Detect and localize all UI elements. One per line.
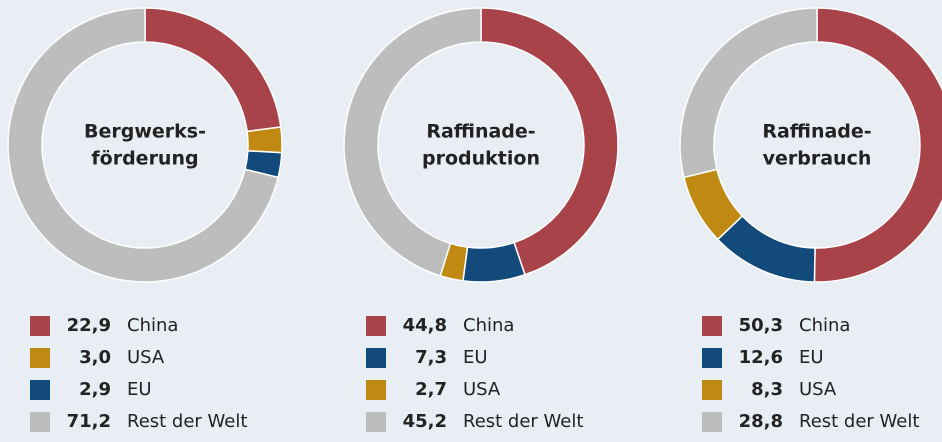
donut-segment (7, 7, 280, 283)
value-label: 45,2 (403, 411, 447, 432)
value-label: 8,3 (751, 379, 783, 400)
legend-label: China (463, 315, 514, 336)
legend-swatch (30, 316, 50, 336)
donut-segment (144, 7, 282, 133)
legend-label: USA (463, 379, 501, 400)
value-label: 71,2 (67, 411, 111, 432)
donut-segment (813, 7, 942, 283)
legend-swatch (30, 348, 50, 368)
legend-label: Rest der Welt (463, 411, 583, 432)
legend-swatch (366, 316, 386, 336)
donut-segment (343, 7, 482, 277)
legend-label: Rest der Welt (127, 411, 247, 432)
legend-swatch (702, 412, 722, 432)
legend-swatch (702, 380, 722, 400)
chart-title: förderung (91, 148, 198, 170)
legend-swatch (30, 412, 50, 432)
value-label: 28,8 (739, 411, 783, 432)
legend-swatch (366, 348, 386, 368)
legend-swatch (702, 348, 722, 368)
legend-label: China (127, 315, 178, 336)
legend-swatch (366, 412, 386, 432)
value-label: 12,6 (739, 347, 783, 368)
donut-segment (679, 7, 818, 179)
value-label: 7,3 (415, 347, 447, 368)
legend-label: EU (799, 347, 824, 368)
legend-label: USA (127, 347, 165, 368)
legend-swatch (702, 316, 722, 336)
value-label: 3,0 (79, 347, 111, 368)
legend-swatch (366, 380, 386, 400)
chart-title: Bergwerks- (84, 121, 206, 143)
chart-title: Raffinade- (762, 121, 871, 143)
legend-label: USA (799, 379, 837, 400)
chart-title: verbrauch (763, 148, 872, 170)
donut-segment (246, 126, 283, 154)
value-label: 22,9 (67, 315, 111, 336)
legend-label: EU (463, 347, 488, 368)
legend-label: EU (127, 379, 152, 400)
legend-swatch (30, 380, 50, 400)
value-label: 50,3 (739, 315, 783, 336)
chart-title: Raffinade- (426, 121, 535, 143)
donut-segment (462, 241, 526, 283)
legend-label: China (799, 315, 850, 336)
donut-segment (480, 7, 619, 276)
value-label: 2,7 (415, 379, 447, 400)
legend-label: Rest der Welt (799, 411, 919, 432)
chart-title: produktion (422, 148, 540, 170)
value-label: 2,9 (79, 379, 111, 400)
value-label: 44,8 (403, 315, 447, 336)
